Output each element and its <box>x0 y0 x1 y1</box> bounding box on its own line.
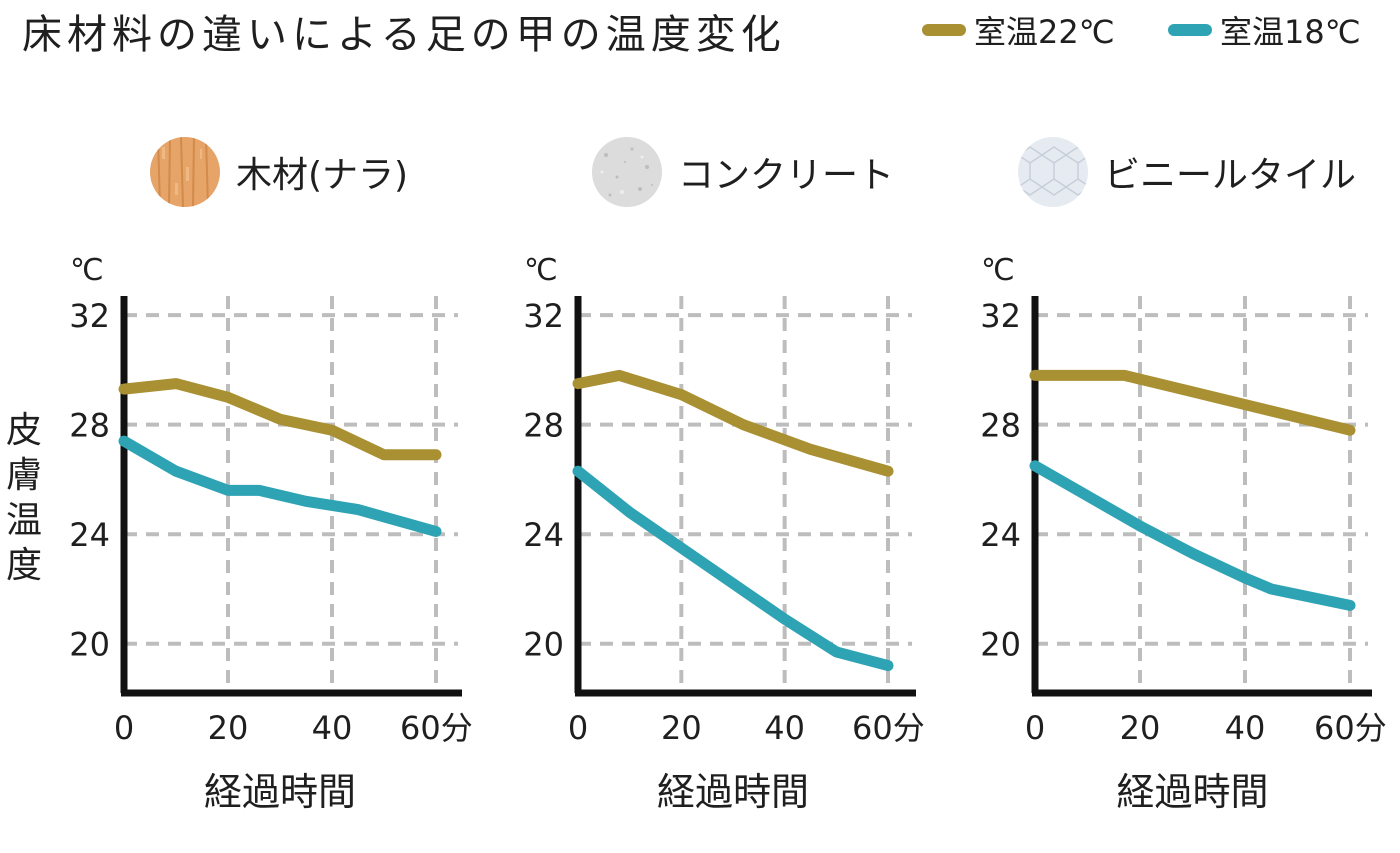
y-tick-label: 24 <box>523 516 564 554</box>
y-tick-label: 28 <box>523 407 564 445</box>
panel-header-vinyl: ビニールタイル <box>1018 136 1356 208</box>
y-tick-label: 20 <box>523 626 564 664</box>
y-unit-label-concrete: ℃ <box>524 253 558 288</box>
x-tick-label: 20 <box>661 709 702 747</box>
panel-header-wood: 木材(ナラ) <box>150 136 408 208</box>
y-tick-label: 28 <box>69 407 110 445</box>
y-tick-label: 28 <box>980 407 1021 445</box>
x-tick-label: 60分 <box>1314 709 1387 747</box>
legend-swatch-18c <box>1168 24 1212 36</box>
y-axis-title: 皮 膚 温 度 <box>2 408 46 588</box>
y-tick-label: 24 <box>980 516 1021 554</box>
y-tick-label: 32 <box>523 297 564 335</box>
y-unit-label-vinyl: ℃ <box>981 253 1015 288</box>
y-tick-label: 24 <box>69 516 110 554</box>
x-tick-label: 40 <box>1225 709 1266 747</box>
y-tick-label: 32 <box>69 297 110 335</box>
panel-label-wood: 木材(ナラ) <box>236 155 409 196</box>
series-line-vinyl-22c <box>1029 369 1356 436</box>
y-axis-title-char: 膚 <box>5 455 42 496</box>
y-unit-label-wood: ℃ <box>70 253 104 288</box>
legend-item-22c: 室温22℃ <box>922 10 1115 51</box>
x-tick-label: 40 <box>764 709 805 747</box>
x-tick-label: 60分 <box>852 709 925 747</box>
vinyl-tile-swatch-icon <box>1018 137 1088 207</box>
y-tick-label: 20 <box>980 626 1021 664</box>
legend-label-18c: 室温18℃ <box>1220 13 1361 51</box>
series-line-wood-18c <box>118 435 442 537</box>
legend-label-22c: 室温22℃ <box>974 13 1115 51</box>
x-axis-title-vinyl: 経過時間 <box>1116 770 1268 814</box>
x-tick-label: 20 <box>208 709 249 747</box>
oak-wood-swatch-icon <box>150 137 220 207</box>
x-axis-title-concrete: 経過時間 <box>657 770 809 814</box>
legend-item-18c: 室温18℃ <box>1168 10 1361 51</box>
panel-header-concrete: コンクリート <box>592 136 894 208</box>
y-axis-title-char: 温 <box>5 500 42 541</box>
panel-label-concrete: コンクリート <box>678 155 895 196</box>
series-line-wood-22c <box>118 378 442 461</box>
panel-label-vinyl: ビニールタイル <box>1104 155 1357 196</box>
legend-swatch-22c <box>922 24 966 36</box>
x-axis-title-wood: 経過時間 <box>204 770 356 814</box>
y-axis-title-char: 皮 <box>5 410 42 451</box>
concrete-swatch-icon <box>592 137 662 207</box>
x-tick-label: 0 <box>114 709 134 747</box>
series-line-concrete-22c <box>572 369 894 477</box>
x-tick-label: 0 <box>1025 709 1045 747</box>
series-line-vinyl-18c <box>1029 460 1356 611</box>
y-tick-label: 32 <box>980 297 1021 335</box>
x-tick-label: 60分 <box>400 709 473 747</box>
series-line-concrete-18c <box>572 465 894 672</box>
y-tick-label: 20 <box>69 626 110 664</box>
x-tick-label: 20 <box>1120 709 1161 747</box>
x-tick-label: 40 <box>312 709 353 747</box>
chart-title: 床材料の違いによる足の甲の温度変化 <box>22 12 786 58</box>
y-axis-title-char: 度 <box>5 545 42 586</box>
x-tick-label: 0 <box>568 709 588 747</box>
